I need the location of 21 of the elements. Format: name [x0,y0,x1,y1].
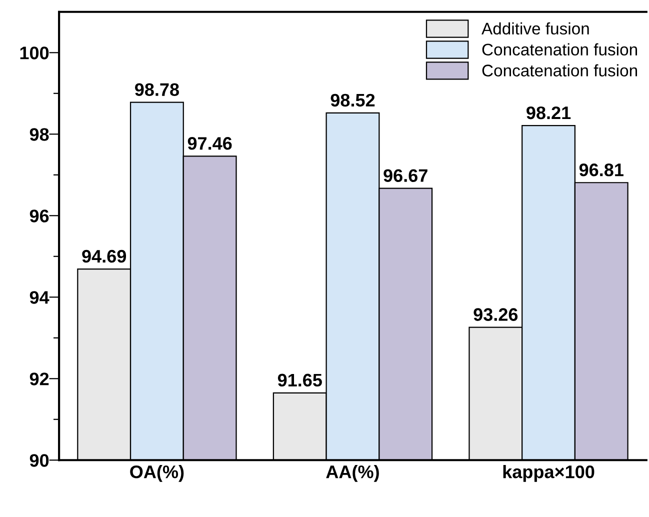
x-tick-label: kappa×100 [503,464,594,482]
legend-label: Concatenation fusion [482,43,637,56]
y-tick-label: 98 [30,128,49,141]
y-tick-label: 92 [30,372,49,386]
data-label: 93.26 [474,308,518,321]
data-label: 91.65 [278,374,322,387]
data-label: 97.46 [188,137,232,150]
y-tick-label: 90 [30,454,49,467]
legend-label: Additive fusion [482,22,589,35]
data-label: 96.67 [384,169,428,182]
data-label: 96.81 [579,163,624,176]
y-tick-label: 96 [30,210,49,222]
y-tick-label: 94 [30,291,50,304]
data-label: 98.78 [134,83,179,96]
data-label: 98.52 [330,94,375,107]
data-label: 98.21 [526,106,571,120]
x-tick-label: OA(%) [130,464,184,482]
x-tick-label: AA(%) [326,464,379,482]
y-tick-label: 100 [20,46,49,60]
data-label: 94.69 [82,250,126,263]
legend-label: Concatenation fusion [482,64,637,76]
